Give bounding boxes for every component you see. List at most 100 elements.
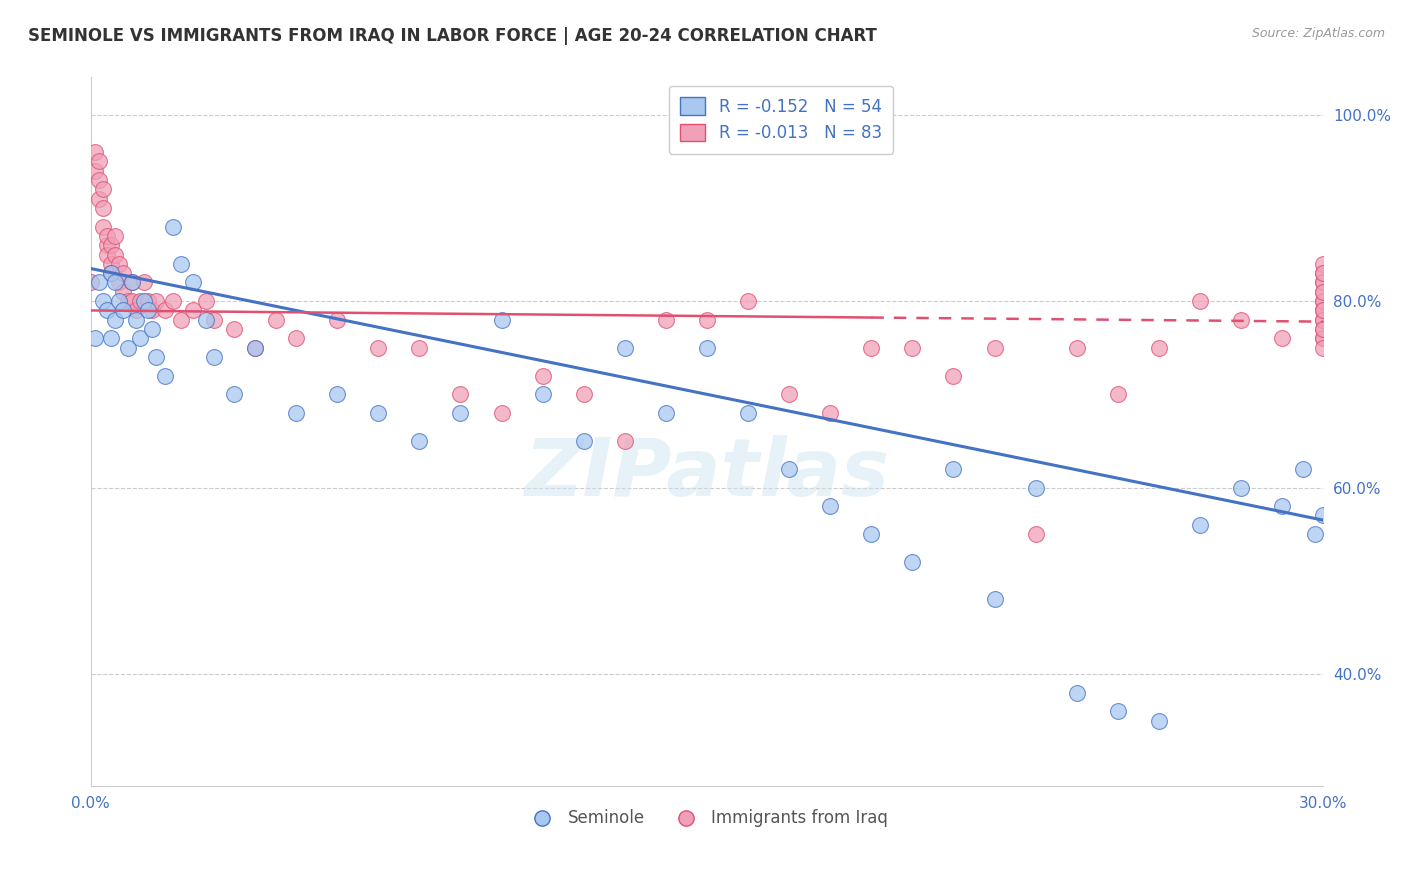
Point bbox=[129, 294, 152, 309]
Point bbox=[860, 527, 883, 541]
Point bbox=[87, 276, 110, 290]
Point bbox=[778, 462, 800, 476]
Point bbox=[696, 341, 718, 355]
Point bbox=[91, 219, 114, 234]
Point bbox=[117, 294, 139, 309]
Point bbox=[129, 331, 152, 345]
Point bbox=[136, 303, 159, 318]
Point bbox=[96, 247, 118, 261]
Point bbox=[100, 266, 122, 280]
Point bbox=[100, 266, 122, 280]
Point bbox=[104, 247, 127, 261]
Point bbox=[108, 294, 131, 309]
Point bbox=[1147, 341, 1170, 355]
Point bbox=[108, 276, 131, 290]
Point bbox=[1066, 685, 1088, 699]
Point bbox=[202, 312, 225, 326]
Point bbox=[449, 406, 471, 420]
Point bbox=[96, 303, 118, 318]
Point bbox=[1312, 331, 1334, 345]
Point bbox=[136, 294, 159, 309]
Point bbox=[145, 350, 167, 364]
Point bbox=[1312, 508, 1334, 523]
Point bbox=[491, 312, 513, 326]
Point bbox=[737, 406, 759, 420]
Point bbox=[1312, 331, 1334, 345]
Point bbox=[100, 331, 122, 345]
Point bbox=[1271, 331, 1294, 345]
Point bbox=[224, 387, 246, 401]
Point bbox=[942, 462, 965, 476]
Point bbox=[141, 303, 163, 318]
Point bbox=[531, 368, 554, 383]
Point bbox=[613, 434, 636, 448]
Point bbox=[1312, 322, 1334, 336]
Point bbox=[367, 341, 389, 355]
Point bbox=[942, 368, 965, 383]
Point bbox=[901, 341, 924, 355]
Point bbox=[408, 341, 430, 355]
Point bbox=[91, 182, 114, 196]
Point bbox=[491, 406, 513, 420]
Point bbox=[1312, 294, 1334, 309]
Point bbox=[112, 266, 135, 280]
Text: Source: ZipAtlas.com: Source: ZipAtlas.com bbox=[1251, 27, 1385, 40]
Point bbox=[901, 555, 924, 569]
Point bbox=[1312, 303, 1334, 318]
Point bbox=[91, 294, 114, 309]
Point bbox=[778, 387, 800, 401]
Point bbox=[170, 312, 193, 326]
Point bbox=[132, 276, 155, 290]
Point bbox=[132, 294, 155, 309]
Point bbox=[1303, 527, 1326, 541]
Point bbox=[983, 592, 1005, 607]
Point bbox=[117, 341, 139, 355]
Point bbox=[224, 322, 246, 336]
Point bbox=[264, 312, 287, 326]
Point bbox=[449, 387, 471, 401]
Point bbox=[170, 257, 193, 271]
Point bbox=[1312, 285, 1334, 299]
Point bbox=[125, 312, 148, 326]
Point bbox=[818, 499, 841, 513]
Point bbox=[1107, 704, 1129, 718]
Point bbox=[1312, 312, 1334, 326]
Point bbox=[1312, 312, 1334, 326]
Point bbox=[1107, 387, 1129, 401]
Point bbox=[860, 341, 883, 355]
Point bbox=[243, 341, 266, 355]
Text: SEMINOLE VS IMMIGRANTS FROM IRAQ IN LABOR FORCE | AGE 20-24 CORRELATION CHART: SEMINOLE VS IMMIGRANTS FROM IRAQ IN LABO… bbox=[28, 27, 877, 45]
Point bbox=[531, 387, 554, 401]
Point bbox=[121, 276, 143, 290]
Point bbox=[1312, 294, 1334, 309]
Point bbox=[125, 303, 148, 318]
Point bbox=[1230, 312, 1253, 326]
Point bbox=[183, 276, 205, 290]
Text: ZIPatlas: ZIPatlas bbox=[524, 435, 890, 513]
Point bbox=[194, 294, 217, 309]
Point bbox=[153, 303, 176, 318]
Point bbox=[83, 163, 105, 178]
Point bbox=[1312, 303, 1334, 318]
Point bbox=[121, 276, 143, 290]
Point bbox=[326, 387, 349, 401]
Point bbox=[1312, 322, 1334, 336]
Point bbox=[121, 294, 143, 309]
Point bbox=[818, 406, 841, 420]
Point bbox=[96, 228, 118, 243]
Point bbox=[1025, 527, 1047, 541]
Point bbox=[104, 276, 127, 290]
Point bbox=[79, 276, 101, 290]
Point bbox=[83, 331, 105, 345]
Point bbox=[100, 238, 122, 252]
Point bbox=[613, 341, 636, 355]
Point bbox=[91, 201, 114, 215]
Point bbox=[326, 312, 349, 326]
Point bbox=[194, 312, 217, 326]
Point bbox=[100, 257, 122, 271]
Point bbox=[285, 331, 308, 345]
Point bbox=[108, 257, 131, 271]
Point bbox=[162, 219, 184, 234]
Point bbox=[1292, 462, 1315, 476]
Point bbox=[1147, 714, 1170, 728]
